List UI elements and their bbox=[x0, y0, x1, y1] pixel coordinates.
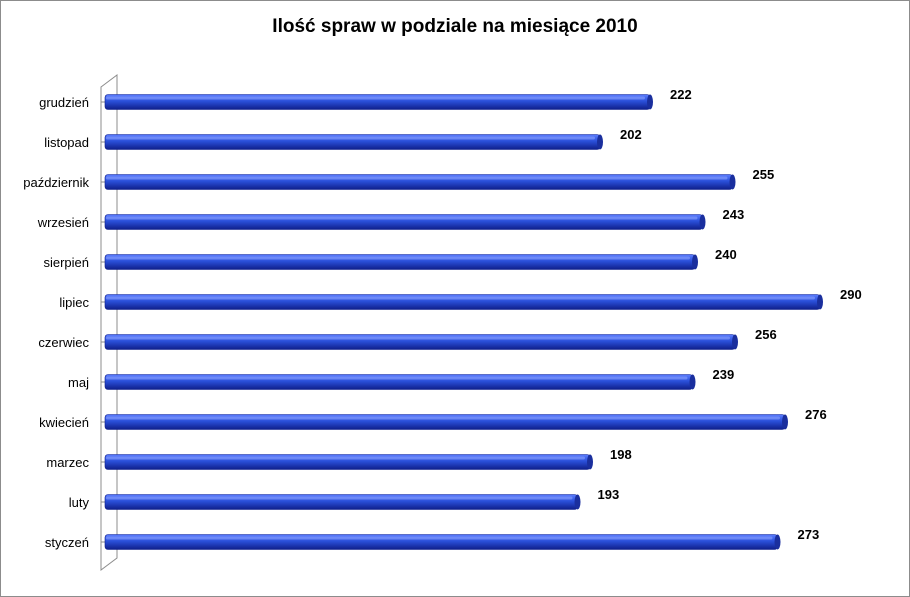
bar-highlight bbox=[106, 536, 773, 540]
bar-cap bbox=[699, 214, 706, 230]
chart-title: Ilość spraw w podziale na miesiące 2010 bbox=[272, 16, 638, 37]
category-label: marzec bbox=[46, 455, 89, 470]
bar-highlight bbox=[106, 416, 780, 420]
category-label: luty bbox=[69, 495, 90, 510]
labels: grudzień 222 listopad 202 październik 255 wrze… bbox=[23, 87, 861, 550]
data-label: 239 bbox=[713, 367, 735, 382]
bar-highlight bbox=[106, 216, 698, 220]
axis-wall bbox=[100, 74, 118, 571]
bar-cap bbox=[774, 534, 781, 550]
bar-highlight bbox=[106, 256, 690, 260]
category-label: kwiecień bbox=[39, 415, 89, 430]
data-label: 198 bbox=[610, 447, 632, 462]
category-label: maj bbox=[68, 375, 89, 390]
bar-highlight bbox=[106, 376, 688, 380]
bar-cap bbox=[729, 174, 736, 190]
data-label: 202 bbox=[620, 127, 642, 142]
bar-cap bbox=[574, 494, 581, 510]
bar-highlight bbox=[106, 296, 815, 300]
bar-highlight bbox=[106, 496, 573, 500]
bar-highlight bbox=[106, 456, 585, 460]
bar-cap bbox=[587, 454, 593, 470]
category-label: październik bbox=[23, 175, 89, 190]
data-label: 193 bbox=[598, 487, 620, 502]
bar-cap bbox=[597, 134, 603, 150]
data-label: 290 bbox=[840, 287, 862, 302]
bar-highlight bbox=[106, 176, 728, 180]
bar-highlight bbox=[106, 136, 595, 140]
category-label: czerwiec bbox=[38, 335, 89, 350]
bar-cap bbox=[647, 94, 653, 110]
bar-cap bbox=[782, 414, 788, 430]
category-label: grudzień bbox=[39, 95, 89, 110]
bar-cap bbox=[732, 334, 738, 350]
data-label: 276 bbox=[805, 407, 827, 422]
bar-cap bbox=[689, 374, 696, 390]
data-label: 273 bbox=[798, 527, 820, 542]
category-label: listopad bbox=[44, 135, 89, 150]
category-label: wrzesień bbox=[37, 215, 89, 230]
category-label: lipiec bbox=[59, 295, 89, 310]
data-label: 240 bbox=[715, 247, 737, 262]
bar-cap bbox=[817, 294, 823, 310]
data-label: 222 bbox=[670, 87, 692, 102]
data-label: 256 bbox=[755, 327, 777, 342]
bars bbox=[104, 94, 823, 550]
bar-cap bbox=[692, 254, 698, 270]
category-label: sierpień bbox=[43, 255, 89, 270]
data-label: 255 bbox=[753, 167, 775, 182]
bar-highlight bbox=[106, 96, 645, 100]
category-label: styczeń bbox=[45, 535, 89, 550]
axis bbox=[100, 74, 118, 571]
bar-highlight bbox=[106, 336, 730, 340]
data-label: 243 bbox=[723, 207, 745, 222]
